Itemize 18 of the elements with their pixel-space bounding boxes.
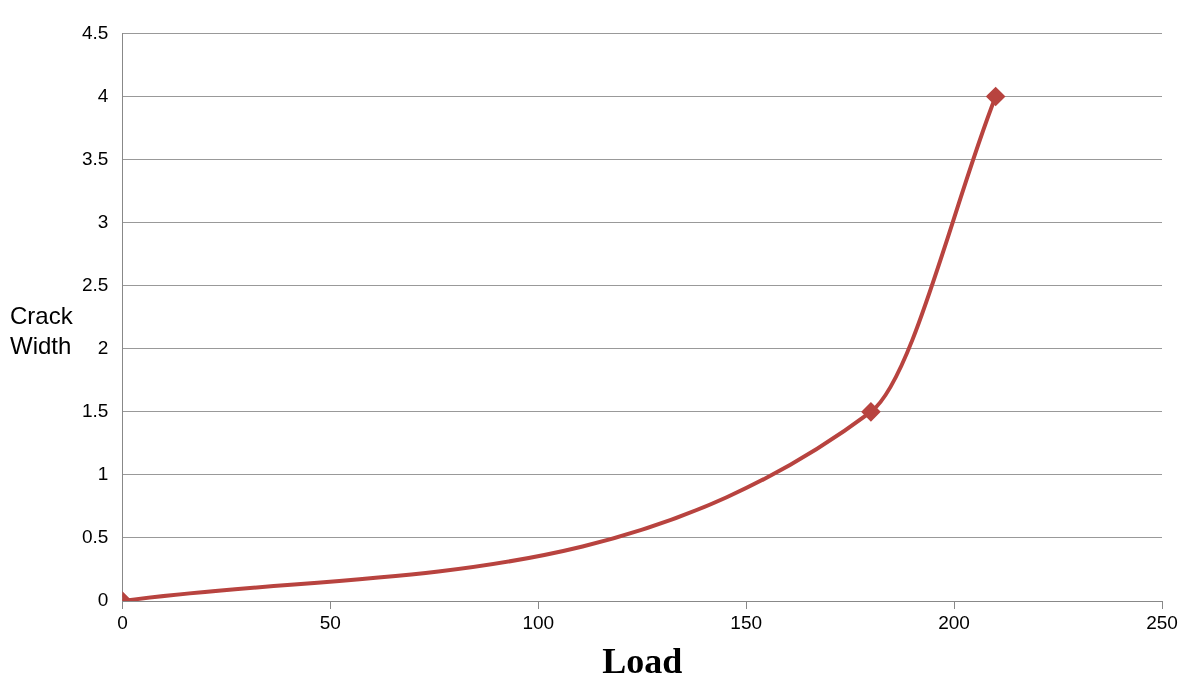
y-tick-label: 1.5: [81, 400, 109, 422]
y-tick-label: 2.5: [81, 273, 109, 295]
y-tick-label: 0.5: [81, 526, 109, 548]
y-tick-label: 1: [97, 463, 109, 485]
x-tick-label: 50: [319, 611, 341, 633]
x-tick-label: 250: [1146, 611, 1178, 633]
x-tick-label: 200: [938, 611, 970, 633]
y-tick-label: 3.5: [81, 147, 109, 169]
y-tick-label: 3: [97, 210, 109, 232]
y-tick-label: 0: [97, 589, 109, 611]
x-tick-label: 150: [730, 611, 763, 633]
x-axis-title: Load: [602, 640, 683, 681]
y-tick-label: 2: [97, 336, 109, 358]
y-tick-label: 4: [97, 84, 109, 106]
x-tick-label: 0: [117, 611, 128, 633]
x-tick-label: 100: [522, 611, 555, 633]
y-tick-label: 4.5: [81, 21, 109, 43]
y-axis-title: Crack Width: [10, 301, 74, 359]
